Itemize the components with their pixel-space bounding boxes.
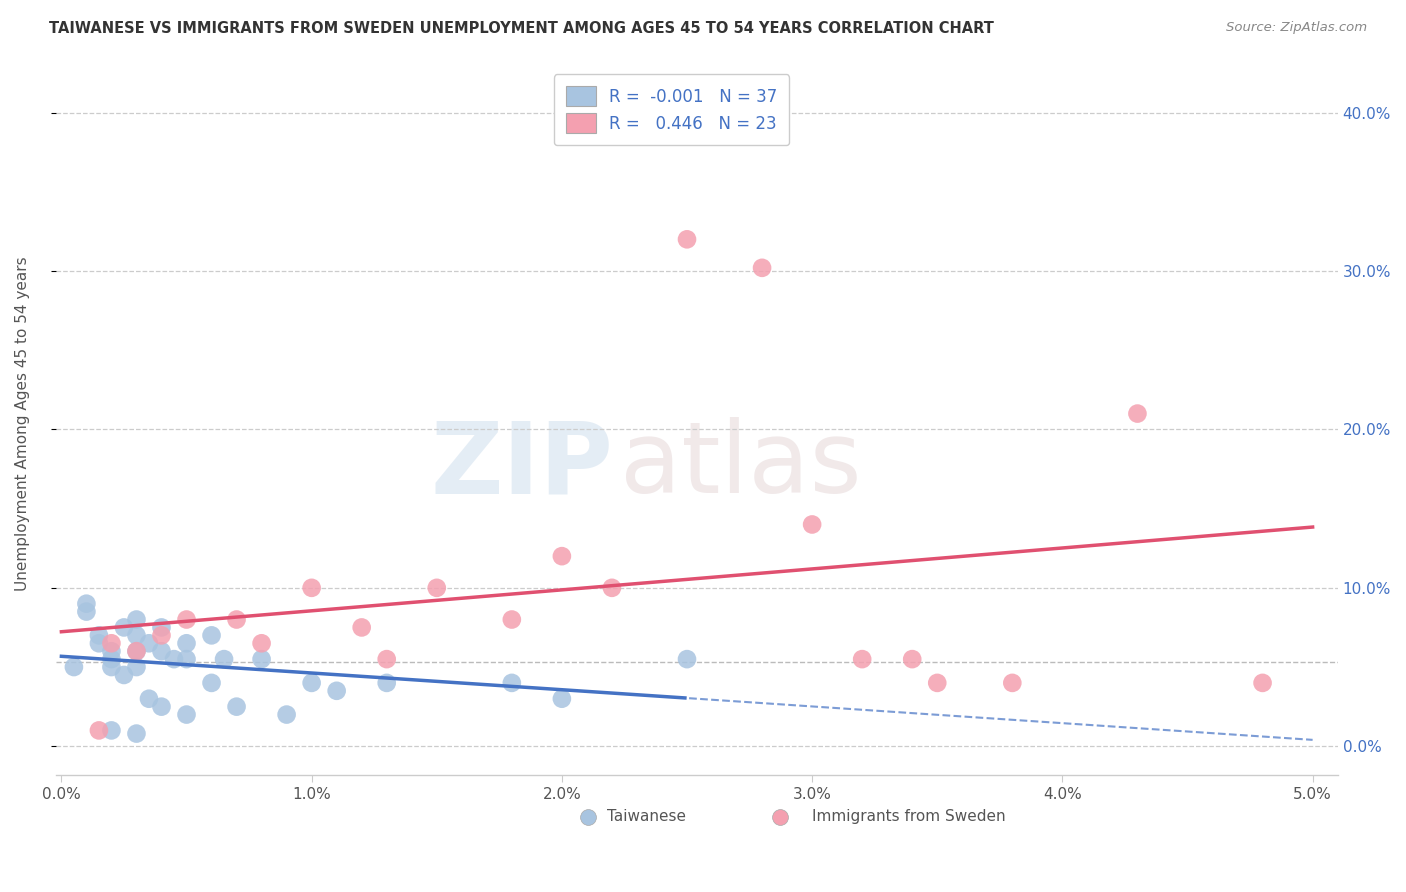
Point (125, 613, 148, 627)
Point (676, 232, 699, 246)
Point (301, 676, 323, 690)
Point (100, 636, 122, 650)
Point (150, 628, 173, 642)
Point (1251, 676, 1274, 690)
Point (138, 691, 160, 706)
Point (676, 652, 699, 666)
Point (125, 644, 148, 658)
Point (250, 652, 273, 666)
Point (551, 549, 574, 563)
Text: Source: ZipAtlas.com: Source: ZipAtlas.com (1226, 21, 1367, 34)
Point (901, 652, 924, 666)
Text: ZIP: ZIP (430, 417, 614, 515)
Point (112, 668, 135, 682)
Point (100, 660, 122, 674)
Point (200, 628, 222, 642)
Legend: R =  -0.001   N = 37, R =   0.446   N = 23: R = -0.001 N = 37, R = 0.446 N = 23 (554, 74, 789, 145)
Point (176, 636, 198, 650)
Point (600, 581, 623, 595)
Point (176, 707, 198, 722)
Text: TAIWANESE VS IMMIGRANTS FROM SWEDEN UNEMPLOYMENT AMONG AGES 45 TO 54 YEARS CORRE: TAIWANESE VS IMMIGRANTS FROM SWEDEN UNEM… (49, 21, 994, 36)
Point (125, 660, 148, 674)
Point (225, 613, 247, 627)
Text: atlas: atlas (620, 417, 862, 515)
Point (125, 644, 148, 658)
Point (350, 620, 373, 634)
Point (112, 620, 135, 634)
Point (63, 660, 86, 674)
Point (75, 597, 97, 611)
Y-axis label: Unemployment Among Ages 45 to 54 years: Unemployment Among Ages 45 to 54 years (15, 257, 30, 591)
Text: Immigrants from Sweden: Immigrants from Sweden (813, 809, 1005, 824)
Point (375, 676, 398, 690)
Point (501, 676, 523, 690)
Point (176, 652, 198, 666)
Point (200, 676, 222, 690)
Text: Taiwanese: Taiwanese (607, 809, 686, 824)
Point (801, 517, 824, 532)
Point (551, 691, 574, 706)
Point (100, 644, 122, 658)
Point (276, 707, 298, 722)
Point (325, 683, 347, 698)
Point (125, 628, 148, 642)
Point (100, 652, 122, 666)
Point (225, 699, 247, 714)
Point (1001, 676, 1024, 690)
Point (138, 636, 160, 650)
Point (250, 636, 273, 650)
Point (851, 652, 873, 666)
Point (87, 628, 110, 642)
Point (927, 676, 949, 690)
Point (100, 723, 122, 738)
Point (150, 644, 173, 658)
Point (1126, 407, 1149, 421)
Point (751, 260, 773, 275)
Point (212, 652, 235, 666)
Point (75, 605, 97, 619)
Point (426, 581, 449, 595)
Point (150, 620, 173, 634)
Point (375, 652, 398, 666)
Point (87, 723, 110, 738)
Point (501, 613, 523, 627)
Point (301, 581, 323, 595)
Point (87, 636, 110, 650)
Point (150, 699, 173, 714)
Point (163, 652, 186, 666)
Point (176, 613, 198, 627)
Point (125, 726, 148, 740)
